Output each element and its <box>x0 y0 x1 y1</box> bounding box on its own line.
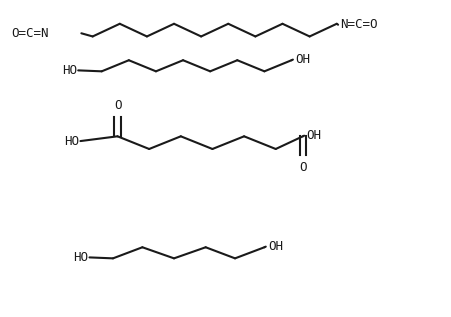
Text: O: O <box>299 161 306 174</box>
Text: O=C=N: O=C=N <box>11 27 49 40</box>
Text: OH: OH <box>295 53 309 66</box>
Text: HO: HO <box>62 64 77 77</box>
Text: O: O <box>114 99 121 112</box>
Text: HO: HO <box>64 134 79 148</box>
Text: OH: OH <box>306 129 321 142</box>
Text: HO: HO <box>73 251 88 264</box>
Text: N=C=O: N=C=O <box>340 18 377 31</box>
Text: OH: OH <box>267 240 282 253</box>
